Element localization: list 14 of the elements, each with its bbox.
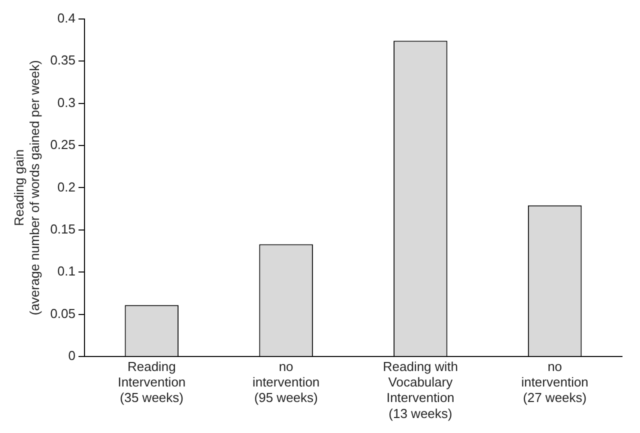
y-tick-label: 0.15 <box>50 222 76 237</box>
y-tick-label: 0 <box>68 348 76 364</box>
y-tick-label: 0.35 <box>50 52 76 68</box>
y-tick-label: 0.05 <box>50 306 76 321</box>
y-tick-label: 0.1 <box>57 264 76 279</box>
y-tick-label: 0.4 <box>57 10 76 26</box>
x-tick-label: Reading with Vocabulary Intervention (13 weeks) <box>382 358 458 421</box>
y-axis-title: Reading gain (average number of words gained per week) <box>11 60 42 316</box>
y-tick-label: 0.2 <box>57 179 76 194</box>
x-tick-label: no intervention (95 weeks) <box>252 358 320 406</box>
x-tick-label: Reading Intervention (35 weeks) <box>118 358 186 406</box>
x-tick-label: no intervention (27 weeks) <box>521 358 588 406</box>
y-tick-label: 0.3 <box>57 94 76 110</box>
y-tick-label: 0.25 <box>50 137 76 152</box>
